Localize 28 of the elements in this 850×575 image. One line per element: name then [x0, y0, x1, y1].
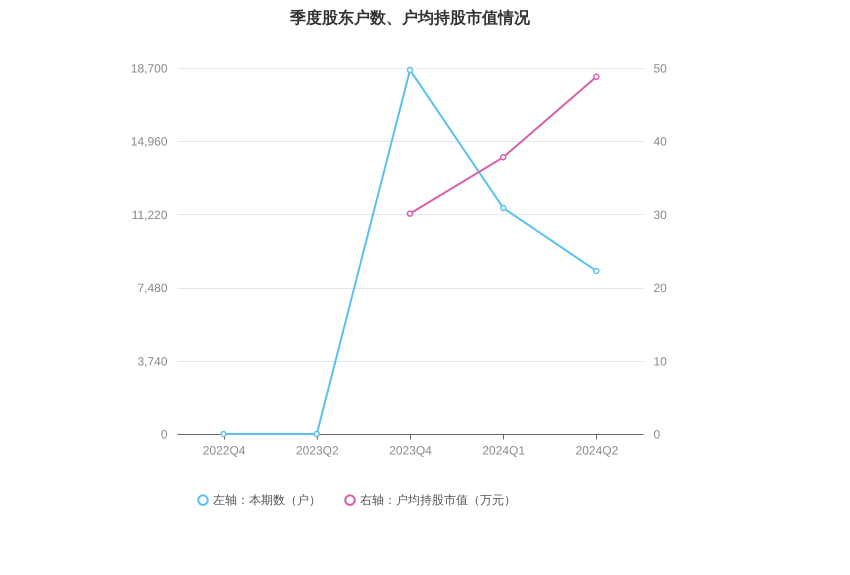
y-tick-label: 0 — [160, 428, 168, 442]
y2-tick-label: 10 — [654, 354, 668, 368]
x-tick-label: 2024Q1 — [482, 444, 526, 458]
y-tick-label: 14,960 — [130, 134, 168, 149]
y2-tick-label: 0 — [654, 428, 660, 442]
x-tick-label: 2024Q2 — [576, 444, 619, 458]
legend-label: 右轴：户均持股市值（万元） — [360, 493, 516, 508]
point — [406, 210, 414, 217]
legend-label: 左轴：本期数（户） — [213, 493, 321, 508]
y-tick-label: 18,700 — [130, 62, 168, 76]
y2-tick-label: 50 — [654, 62, 668, 76]
y2-tick-label: 20 — [654, 281, 668, 296]
x-tick-label: 2022Q4 — [202, 444, 246, 458]
x-tick-label: 2023Q2 — [296, 444, 339, 458]
y-tick-label: 3,740 — [137, 354, 168, 368]
y-tick-label: 11,220 — [132, 208, 168, 222]
chart-title: 季度股东户数、户均持股市值情况 — [289, 8, 531, 27]
point — [406, 66, 414, 74]
point — [314, 430, 320, 438]
y-tick-label: 7,480 — [137, 281, 168, 296]
x-tick-label: 2023Q4 — [389, 444, 432, 458]
point — [593, 268, 600, 274]
y2-tick-label: 30 — [654, 208, 668, 222]
point — [500, 154, 506, 161]
y2-tick-label: 40 — [654, 134, 668, 149]
point — [500, 204, 506, 212]
point — [220, 430, 227, 438]
point — [593, 74, 600, 80]
